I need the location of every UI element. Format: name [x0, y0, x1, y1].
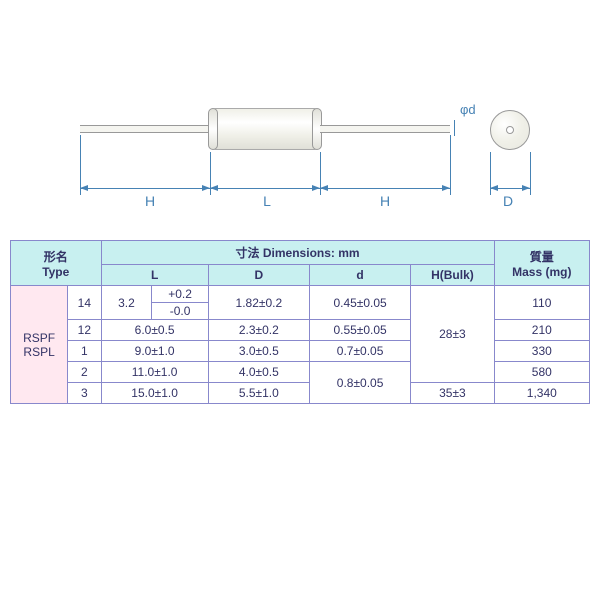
- L-cell: 3.2: [101, 286, 152, 320]
- D-cell: 5.5±1.0: [208, 383, 309, 404]
- dim-line: [80, 188, 210, 189]
- mass-cell: 110: [494, 286, 589, 320]
- n-cell: 14: [68, 286, 101, 320]
- L-cell: 6.0±0.5: [101, 320, 208, 341]
- table-row: 2 11.0±1.0 4.0±0.5 0.8±0.05 580: [11, 362, 590, 383]
- mass-cell: 1,340: [494, 383, 589, 404]
- L-cell: 9.0±1.0: [101, 341, 208, 362]
- cap-left: [208, 108, 218, 150]
- dim-line: [320, 188, 450, 189]
- lead-right: [320, 125, 450, 133]
- hdr-mass: 質量 Mass (mg): [494, 241, 589, 286]
- dimension-diagram: H L H φd D: [40, 60, 560, 210]
- D-cell: 1.82±0.2: [208, 286, 309, 320]
- D-cell: 3.0±0.5: [208, 341, 309, 362]
- type-cell: RSPF RSPL: [11, 286, 68, 404]
- hdr-d: d: [309, 265, 410, 286]
- H-cell: 28±3: [411, 286, 494, 383]
- dim-label-phid: φd: [460, 102, 476, 117]
- table-row: RSPF RSPL 14 3.2 +0.2-0.0 1.82±0.2 0.45±…: [11, 286, 590, 320]
- Ltol-cell: +0.2-0.0: [152, 286, 208, 320]
- mass-cell: 330: [494, 341, 589, 362]
- hdr-L: L: [101, 265, 208, 286]
- dim-label-D: D: [503, 193, 513, 209]
- arrow-icon: [442, 185, 450, 191]
- D-cell: 4.0±0.5: [208, 362, 309, 383]
- arrow-icon: [490, 185, 498, 191]
- n-cell: 1: [68, 341, 101, 362]
- L-cell: 15.0±1.0: [101, 383, 208, 404]
- D-cell: 2.3±0.2: [208, 320, 309, 341]
- end-view-inner: [506, 126, 514, 134]
- mass-cell: 210: [494, 320, 589, 341]
- table-row: 1 9.0±1.0 3.0±0.5 0.7±0.05 330: [11, 341, 590, 362]
- ext-line: [530, 152, 531, 195]
- phi-line: [454, 120, 455, 136]
- arrow-icon: [312, 185, 320, 191]
- n-cell: 12: [68, 320, 101, 341]
- dim-line: [210, 188, 320, 189]
- arrow-icon: [210, 185, 218, 191]
- d-cell: 0.55±0.05: [309, 320, 410, 341]
- n-cell: 3: [68, 383, 101, 404]
- arrow-icon: [320, 185, 328, 191]
- n-cell: 2: [68, 362, 101, 383]
- hdr-type: 形名 Type: [11, 241, 102, 286]
- dimensions-table: 形名 Type 寸法 Dimensions: mm 質量 Mass (mg) L…: [10, 240, 590, 404]
- d-cell: 0.8±0.05: [309, 362, 410, 404]
- arrow-icon: [522, 185, 530, 191]
- L-cell: 11.0±1.0: [101, 362, 208, 383]
- dim-label-H: H: [370, 193, 400, 209]
- d-cell: 0.45±0.05: [309, 286, 410, 320]
- lead-left: [80, 125, 210, 133]
- d-cell: 0.7±0.05: [309, 341, 410, 362]
- hdr-H: H(Bulk): [411, 265, 494, 286]
- H-cell: 35±3: [411, 383, 494, 404]
- component-body: [210, 108, 320, 150]
- table-row: 3 15.0±1.0 5.5±1.0 35±3 1,340: [11, 383, 590, 404]
- hdr-dims: 寸法 Dimensions: mm: [101, 241, 494, 265]
- dim-label-H: H: [135, 193, 165, 209]
- hdr-D: D: [208, 265, 309, 286]
- arrow-icon: [202, 185, 210, 191]
- mass-cell: 580: [494, 362, 589, 383]
- ext-line: [450, 135, 451, 195]
- table-row: 12 6.0±0.5 2.3±0.2 0.55±0.05 210: [11, 320, 590, 341]
- dim-label-L: L: [252, 193, 282, 209]
- arrow-icon: [80, 185, 88, 191]
